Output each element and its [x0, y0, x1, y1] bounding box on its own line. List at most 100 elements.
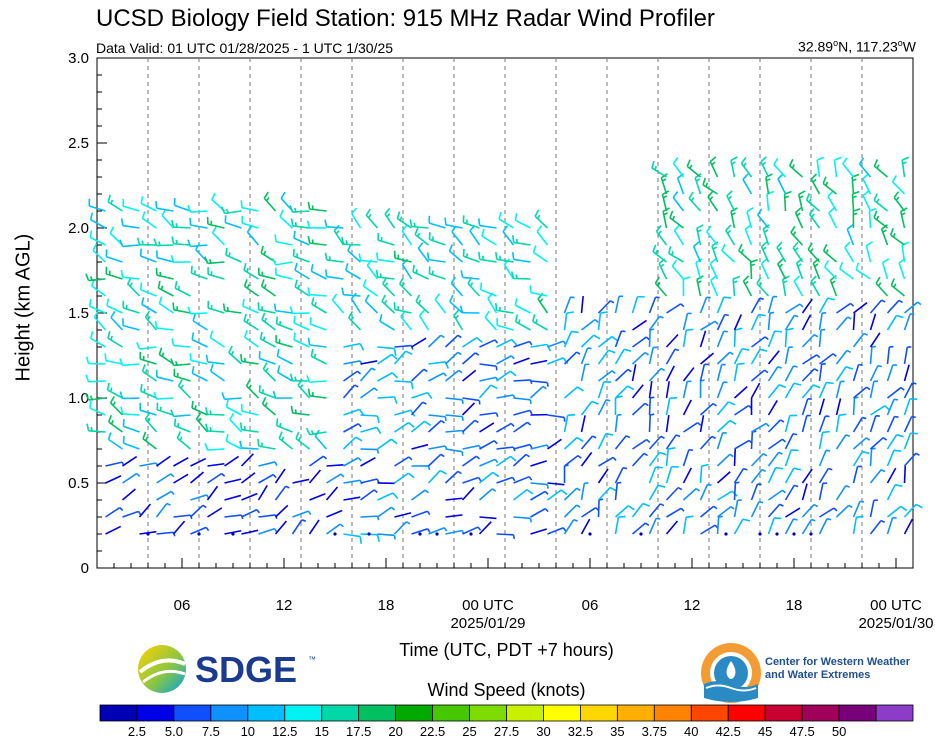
wind-barb [563, 504, 581, 518]
wind-barb [241, 492, 258, 501]
colorbar-swatch [395, 704, 433, 722]
wind-barb [107, 330, 123, 348]
wind-barb [818, 362, 826, 382]
wind-barb [410, 368, 428, 382]
wind-barb [206, 485, 219, 501]
wind-barb [310, 348, 327, 365]
x-axis-label: Time (UTC, PDT +7 hours) [399, 640, 614, 660]
wind-barb [784, 382, 802, 399]
wind-barb [141, 297, 157, 314]
wind-barb [513, 397, 532, 405]
wind-barb [428, 266, 446, 280]
wind-barb [191, 332, 208, 348]
wind-barb [869, 332, 881, 348]
wind-barb [450, 276, 464, 297]
wind-barb [614, 435, 631, 450]
wind-barb [155, 200, 174, 212]
wind-barb [462, 476, 482, 484]
wind-barb [106, 382, 123, 399]
colorbar-swatch [801, 704, 840, 722]
colorbar-label: 3.75 [642, 724, 667, 739]
wind-barb [886, 505, 908, 518]
wind-barb [343, 360, 363, 365]
x-tick-label: 06 [174, 597, 191, 614]
wind-barb [862, 190, 872, 212]
y-axis-label: Height (km AGL) [12, 233, 35, 382]
wind-barb [222, 303, 242, 314]
wind-barb [292, 248, 310, 263]
wind-barb [427, 419, 445, 433]
wind-barb [652, 244, 667, 263]
wind-barb [496, 446, 516, 452]
wind-barb [750, 348, 768, 365]
wind-barb [716, 330, 728, 348]
wind-barb [563, 386, 584, 399]
wind-barb [818, 467, 833, 484]
wind-barb [393, 250, 412, 263]
wind-barb [191, 366, 208, 382]
wind-barb [170, 254, 191, 263]
wind-barb [903, 415, 916, 433]
wind-barb [343, 370, 362, 382]
wind-barb [427, 453, 445, 467]
wind-barb [89, 230, 106, 246]
longitude-hemisphere: W [902, 38, 916, 55]
wind-barb [730, 156, 738, 178]
wind-barb [842, 157, 855, 178]
wind-barb [479, 422, 495, 433]
wind-barb [760, 258, 770, 280]
wind-barb [682, 487, 701, 501]
colorbar-label: 10 [241, 724, 255, 739]
wind-barb [341, 287, 361, 297]
wind-barb [190, 265, 208, 280]
wind-barb [360, 387, 378, 399]
colorbar-swatch [284, 704, 323, 722]
colorbar-label: 45 [758, 724, 772, 739]
wind-barb [665, 333, 679, 348]
wind-barb [597, 498, 604, 518]
wind-barb [343, 342, 365, 351]
wind-barb [632, 438, 651, 450]
wind-barb [818, 297, 835, 314]
wind-barb [785, 507, 801, 518]
wind-barb [852, 465, 862, 484]
wind-barb [393, 521, 411, 535]
wind-barb [325, 486, 339, 501]
wind-barb [461, 369, 477, 382]
wind-barb [792, 241, 804, 263]
wind-barb [614, 466, 628, 484]
wind-barb [699, 363, 709, 382]
wind-barb [377, 396, 398, 404]
wind-barb [869, 345, 877, 365]
wind-barb [717, 505, 735, 518]
wind-barb [829, 275, 838, 297]
wind-barb [631, 351, 649, 365]
wind-barb [707, 190, 719, 212]
colorbar-swatch [838, 704, 877, 722]
calm-wind-dot [758, 532, 762, 536]
wind-barb [104, 353, 123, 365]
wind-barb [886, 516, 897, 535]
wind-barb [767, 466, 784, 484]
wind-barb [241, 508, 261, 518]
wind-barb [776, 241, 787, 263]
wind-barb [695, 258, 703, 280]
wind-barb [790, 225, 804, 246]
colorbar-swatch [653, 704, 692, 722]
wind-barb [530, 343, 552, 352]
wind-barb [532, 245, 548, 263]
wind-barb [699, 505, 718, 518]
wind-barb [835, 413, 847, 433]
wind-barb [410, 420, 432, 433]
wind-barb [750, 369, 769, 382]
wind-barb [141, 364, 157, 382]
wind-barb [195, 412, 209, 433]
degree-symbol: o [897, 38, 903, 48]
wind-barb [257, 267, 276, 280]
wind-barb [889, 227, 905, 246]
colorbar-swatch [580, 704, 618, 722]
wind-barb [801, 384, 821, 399]
wind-barb [204, 256, 225, 265]
wind-barb [461, 486, 475, 501]
wind-barb [326, 523, 344, 535]
